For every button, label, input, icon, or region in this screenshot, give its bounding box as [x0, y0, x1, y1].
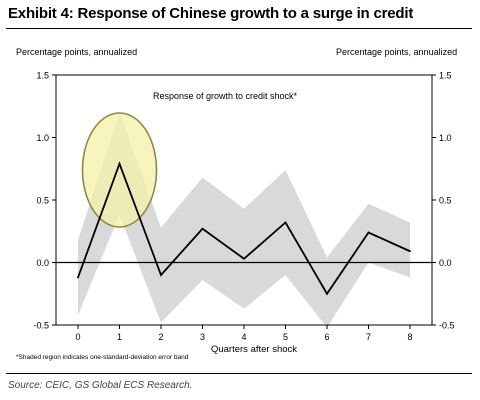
data-point [367, 231, 370, 234]
data-point [160, 274, 162, 276]
y-tick-label-left: 0.5 [36, 196, 49, 206]
title-rule [6, 28, 472, 29]
source-note: Source: CEIC, GS Global ECS Research. [8, 380, 193, 391]
data-point [326, 292, 328, 295]
y-tick-label-right: 1.5 [439, 71, 452, 81]
y-tick-label-right: -0.5 [439, 321, 455, 331]
x-tick-label: 5 [283, 332, 288, 342]
chart-annotation: Response of growth to credit shock* [153, 91, 298, 101]
y-tick-label-right: 0.0 [439, 258, 452, 268]
x-axis-label: Quarters after shock [211, 344, 297, 355]
x-tick-label: 0 [75, 332, 80, 342]
data-point [409, 250, 411, 253]
left-axis-unit-label: Percentage points, annualized [16, 47, 138, 57]
x-tick-label: 7 [366, 332, 371, 342]
x-tick-label: 4 [241, 332, 246, 342]
data-point [243, 257, 245, 260]
y-tick-label-right: 0.5 [439, 196, 452, 206]
x-tick-label: 8 [407, 332, 412, 342]
x-tick-label: 2 [158, 332, 163, 342]
source-rule [6, 373, 472, 374]
right-axis-unit-label: Percentage points, annualized [336, 47, 458, 57]
x-tick-label: 3 [200, 332, 205, 342]
data-point [77, 276, 79, 279]
data-point [118, 162, 121, 165]
y-tick-label-left: 0.0 [36, 258, 49, 268]
chart-title: Exhibit 4: Response of Chinese growth to… [8, 5, 414, 22]
x-tick-label: 1 [117, 332, 122, 342]
footnote: *Shaded region indicates one-standard-de… [16, 354, 189, 361]
data-point [284, 221, 287, 224]
x-tick-label: 6 [324, 332, 329, 342]
y-tick-label-left: 1.0 [36, 133, 49, 143]
y-tick-label-left: -0.5 [33, 321, 49, 331]
data-point [201, 227, 204, 230]
y-tick-label-right: 1.0 [439, 133, 452, 143]
highlight-ellipse [81, 112, 158, 228]
y-tick-label-left: 1.5 [36, 71, 49, 81]
